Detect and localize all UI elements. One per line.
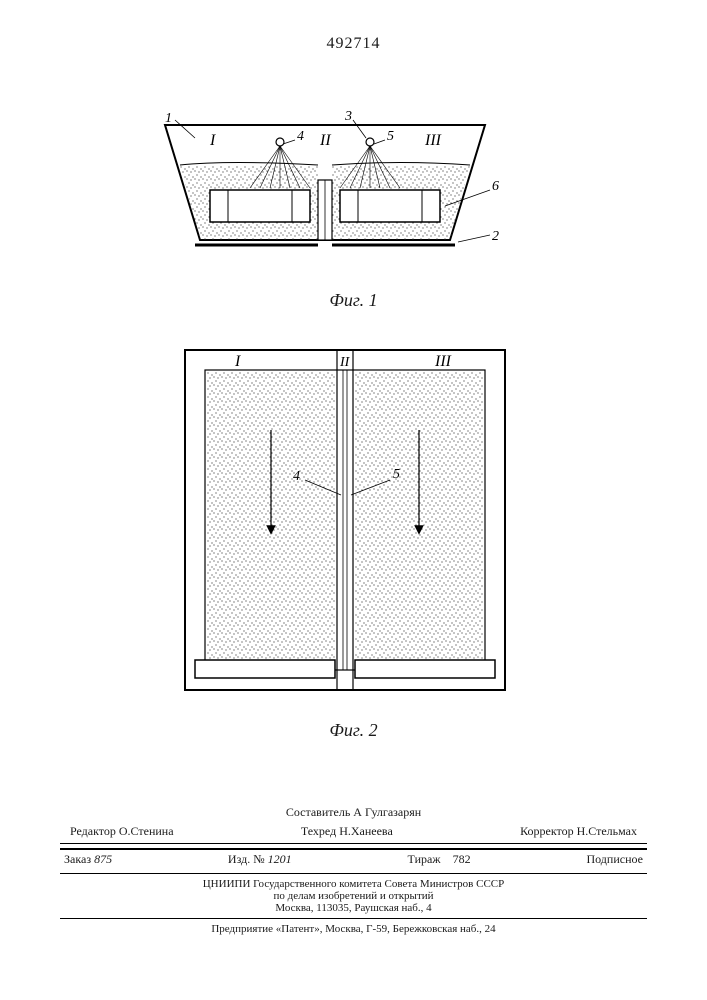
- fig1-label-5: 5: [387, 129, 394, 144]
- footer-line-4: Предприятие «Патент», Москва, Г-59, Бере…: [60, 923, 647, 935]
- izd-number: 1201: [268, 852, 292, 866]
- fig2-label-4: 4: [293, 469, 300, 484]
- fig1-zone-III: III: [424, 132, 442, 149]
- fig2-zone-III: III: [434, 353, 452, 370]
- sub-label: Подписное: [586, 852, 643, 867]
- izd-label: Изд. №: [228, 852, 265, 866]
- footer-line-2: по делам изобретений и открытий: [60, 890, 647, 902]
- fig1-zone-I: I: [209, 132, 216, 149]
- tech-label: Техред: [301, 824, 336, 838]
- editor-label: Редактор: [70, 824, 116, 838]
- fig2-label-5: 5: [393, 467, 400, 482]
- footer-line-1: ЦНИИПИ Государственного комитета Совета …: [60, 878, 647, 890]
- fig2-zone-I: I: [234, 353, 241, 370]
- fig1-label-6: 6: [492, 179, 499, 194]
- fig1-label-4: 4: [297, 129, 304, 144]
- figure-1-caption: Фиг. 1: [0, 290, 707, 311]
- fig1-label-1: 1: [165, 111, 172, 126]
- tech-name: Н.Ханеева: [339, 824, 393, 838]
- footer-line-3: Москва, 113035, Раушская наб., 4: [60, 902, 647, 914]
- fig1-label-3: 3: [344, 110, 352, 124]
- footer-block: Заказ 875 Изд. № 1201 Тираж 782 Подписно…: [60, 850, 647, 935]
- figure-2-caption: Фиг. 2: [0, 720, 707, 741]
- rule-1: [60, 843, 647, 844]
- compiler-label: Составитель: [286, 805, 350, 819]
- fig2-zone-II: II: [339, 355, 351, 370]
- fig1-label-2: 2: [492, 229, 499, 244]
- corrector-label: Корректор: [520, 824, 574, 838]
- credits-block: Составитель А Гулгазарян Редактор О.Стен…: [60, 805, 647, 854]
- editor-name: О.Стенина: [119, 824, 174, 838]
- order-label: Заказ: [64, 852, 91, 866]
- rule-3: [60, 873, 647, 874]
- corrector-name: Н.Стельмах: [577, 824, 637, 838]
- figure-2: I II III 4 5: [175, 340, 515, 710]
- fig1-zone-II: II: [319, 132, 331, 149]
- rule-4: [60, 918, 647, 919]
- tirazh-number: 782: [453, 852, 471, 866]
- compiler-name: А Гулгазарян: [353, 805, 421, 819]
- document-number: 492714: [0, 35, 707, 53]
- order-number: 875: [94, 852, 112, 866]
- tirazh-label: Тираж: [408, 852, 441, 866]
- figure-1: I II III 1 3 4 5 6 2: [140, 110, 510, 290]
